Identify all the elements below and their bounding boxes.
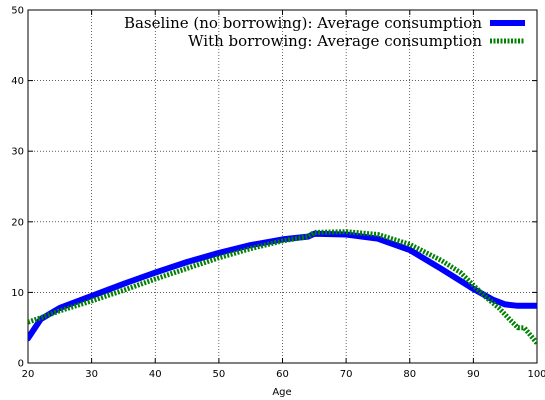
x-tick-label: 20 [22,369,35,380]
grid [28,10,537,363]
x-tick-label: 60 [276,369,289,380]
y-tick-label: 30 [11,147,24,158]
y-tick-label: 10 [11,288,24,299]
x-tick-label: 30 [85,369,98,380]
x-tick-label: 80 [403,369,416,380]
x-tick-label: 50 [213,369,226,380]
x-tick-label: 40 [149,369,162,380]
legend-label: Baseline (no borrowing): Average consump… [124,14,482,32]
x-tick-label: 100 [527,369,545,380]
legend: Baseline (no borrowing): Average consump… [124,14,525,50]
y-tick-label: 50 [11,6,24,17]
y-tick-label: 0 [18,359,24,370]
series-line-borrowing [28,229,537,345]
x-axis-label: Age [272,387,291,398]
x-tick-label: 70 [340,369,353,380]
legend-label: With borrowing: Average consumption [188,32,482,50]
y-tick-label: 20 [11,217,24,228]
y-tick-label: 40 [11,76,24,87]
axis-ticks: 20 30 40 50 60 70 80 90 100 0 10 20 30 40 50 [11,6,545,381]
series-lines [28,229,537,345]
x-tick-label: 90 [467,369,480,380]
